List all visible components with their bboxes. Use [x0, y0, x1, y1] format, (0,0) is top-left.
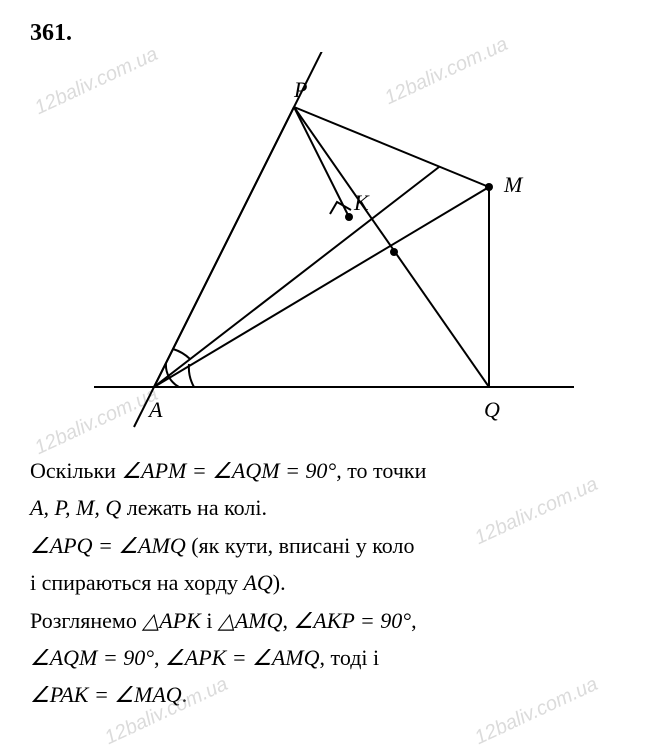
- proof-line: ∠AQM = 90°, ∠APK = ∠AMQ, тоді і: [30, 639, 638, 676]
- text: ,: [411, 608, 417, 633]
- text: ,: [154, 645, 165, 670]
- label-M: M: [503, 172, 524, 197]
- proof-line: ∠PAK = ∠MAQ.: [30, 676, 638, 713]
- proof-line: ∠APQ = ∠AMQ (як кути, вписані у коло: [30, 527, 638, 564]
- right-angle-marker-K: [330, 202, 351, 214]
- point-K: [345, 213, 353, 221]
- text: і спираються на хорду: [30, 570, 243, 595]
- label-K: K: [353, 190, 370, 215]
- proof-line: і спираються на хорду AQ).: [30, 564, 638, 601]
- math-expr: ∠APK = ∠AMQ: [165, 645, 320, 670]
- segment-PM: [294, 107, 489, 187]
- proof-body: Оскільки ∠APM = ∠AQM = 90°, то точки A, …: [30, 452, 638, 714]
- math-expr: ∠APQ = ∠AMQ: [30, 533, 186, 558]
- text: .: [182, 682, 188, 707]
- math-expr: ∠APM = ∠AQM = 90°: [121, 458, 336, 483]
- proof-line: Оскільки ∠APM = ∠AQM = 90°, то точки: [30, 452, 638, 489]
- label-P: P: [293, 77, 307, 102]
- proof-line: Розглянемо △APK і △AMQ, ∠AKP = 90°,: [30, 602, 638, 639]
- segment-PK: [294, 107, 349, 217]
- point-M: [485, 183, 493, 191]
- segment-PQ: [294, 107, 489, 387]
- math-expr: ∠AKP = 90°: [294, 608, 412, 633]
- label-Q: Q: [484, 397, 500, 422]
- segment-A-upper: [154, 167, 439, 387]
- text: лежать на колі.: [121, 495, 267, 520]
- text: ,: [283, 608, 294, 633]
- math-expr: △APK: [142, 608, 200, 633]
- text: (як кути, вписані у коло: [186, 533, 415, 558]
- text: і: [201, 608, 218, 633]
- text: ).: [273, 570, 286, 595]
- text: , то точки: [336, 458, 426, 483]
- problem-number: 361.: [30, 20, 638, 47]
- math-expr: ∠PAK = ∠MAQ: [30, 682, 182, 707]
- label-A: A: [147, 397, 163, 422]
- text: Розглянемо: [30, 608, 142, 633]
- text: , тоді і: [320, 645, 380, 670]
- text: Оскільки: [30, 458, 121, 483]
- math-expr: AQ: [243, 570, 272, 595]
- math-expr: A, P, M, Q: [30, 495, 121, 520]
- math-expr: ∠AQM = 90°: [30, 645, 154, 670]
- proof-line: A, P, M, Q лежать на колі.: [30, 489, 638, 526]
- point-on-AM: [390, 248, 398, 256]
- math-expr: △AMQ: [218, 608, 283, 633]
- geometry-diagram: P M K A Q: [30, 52, 638, 432]
